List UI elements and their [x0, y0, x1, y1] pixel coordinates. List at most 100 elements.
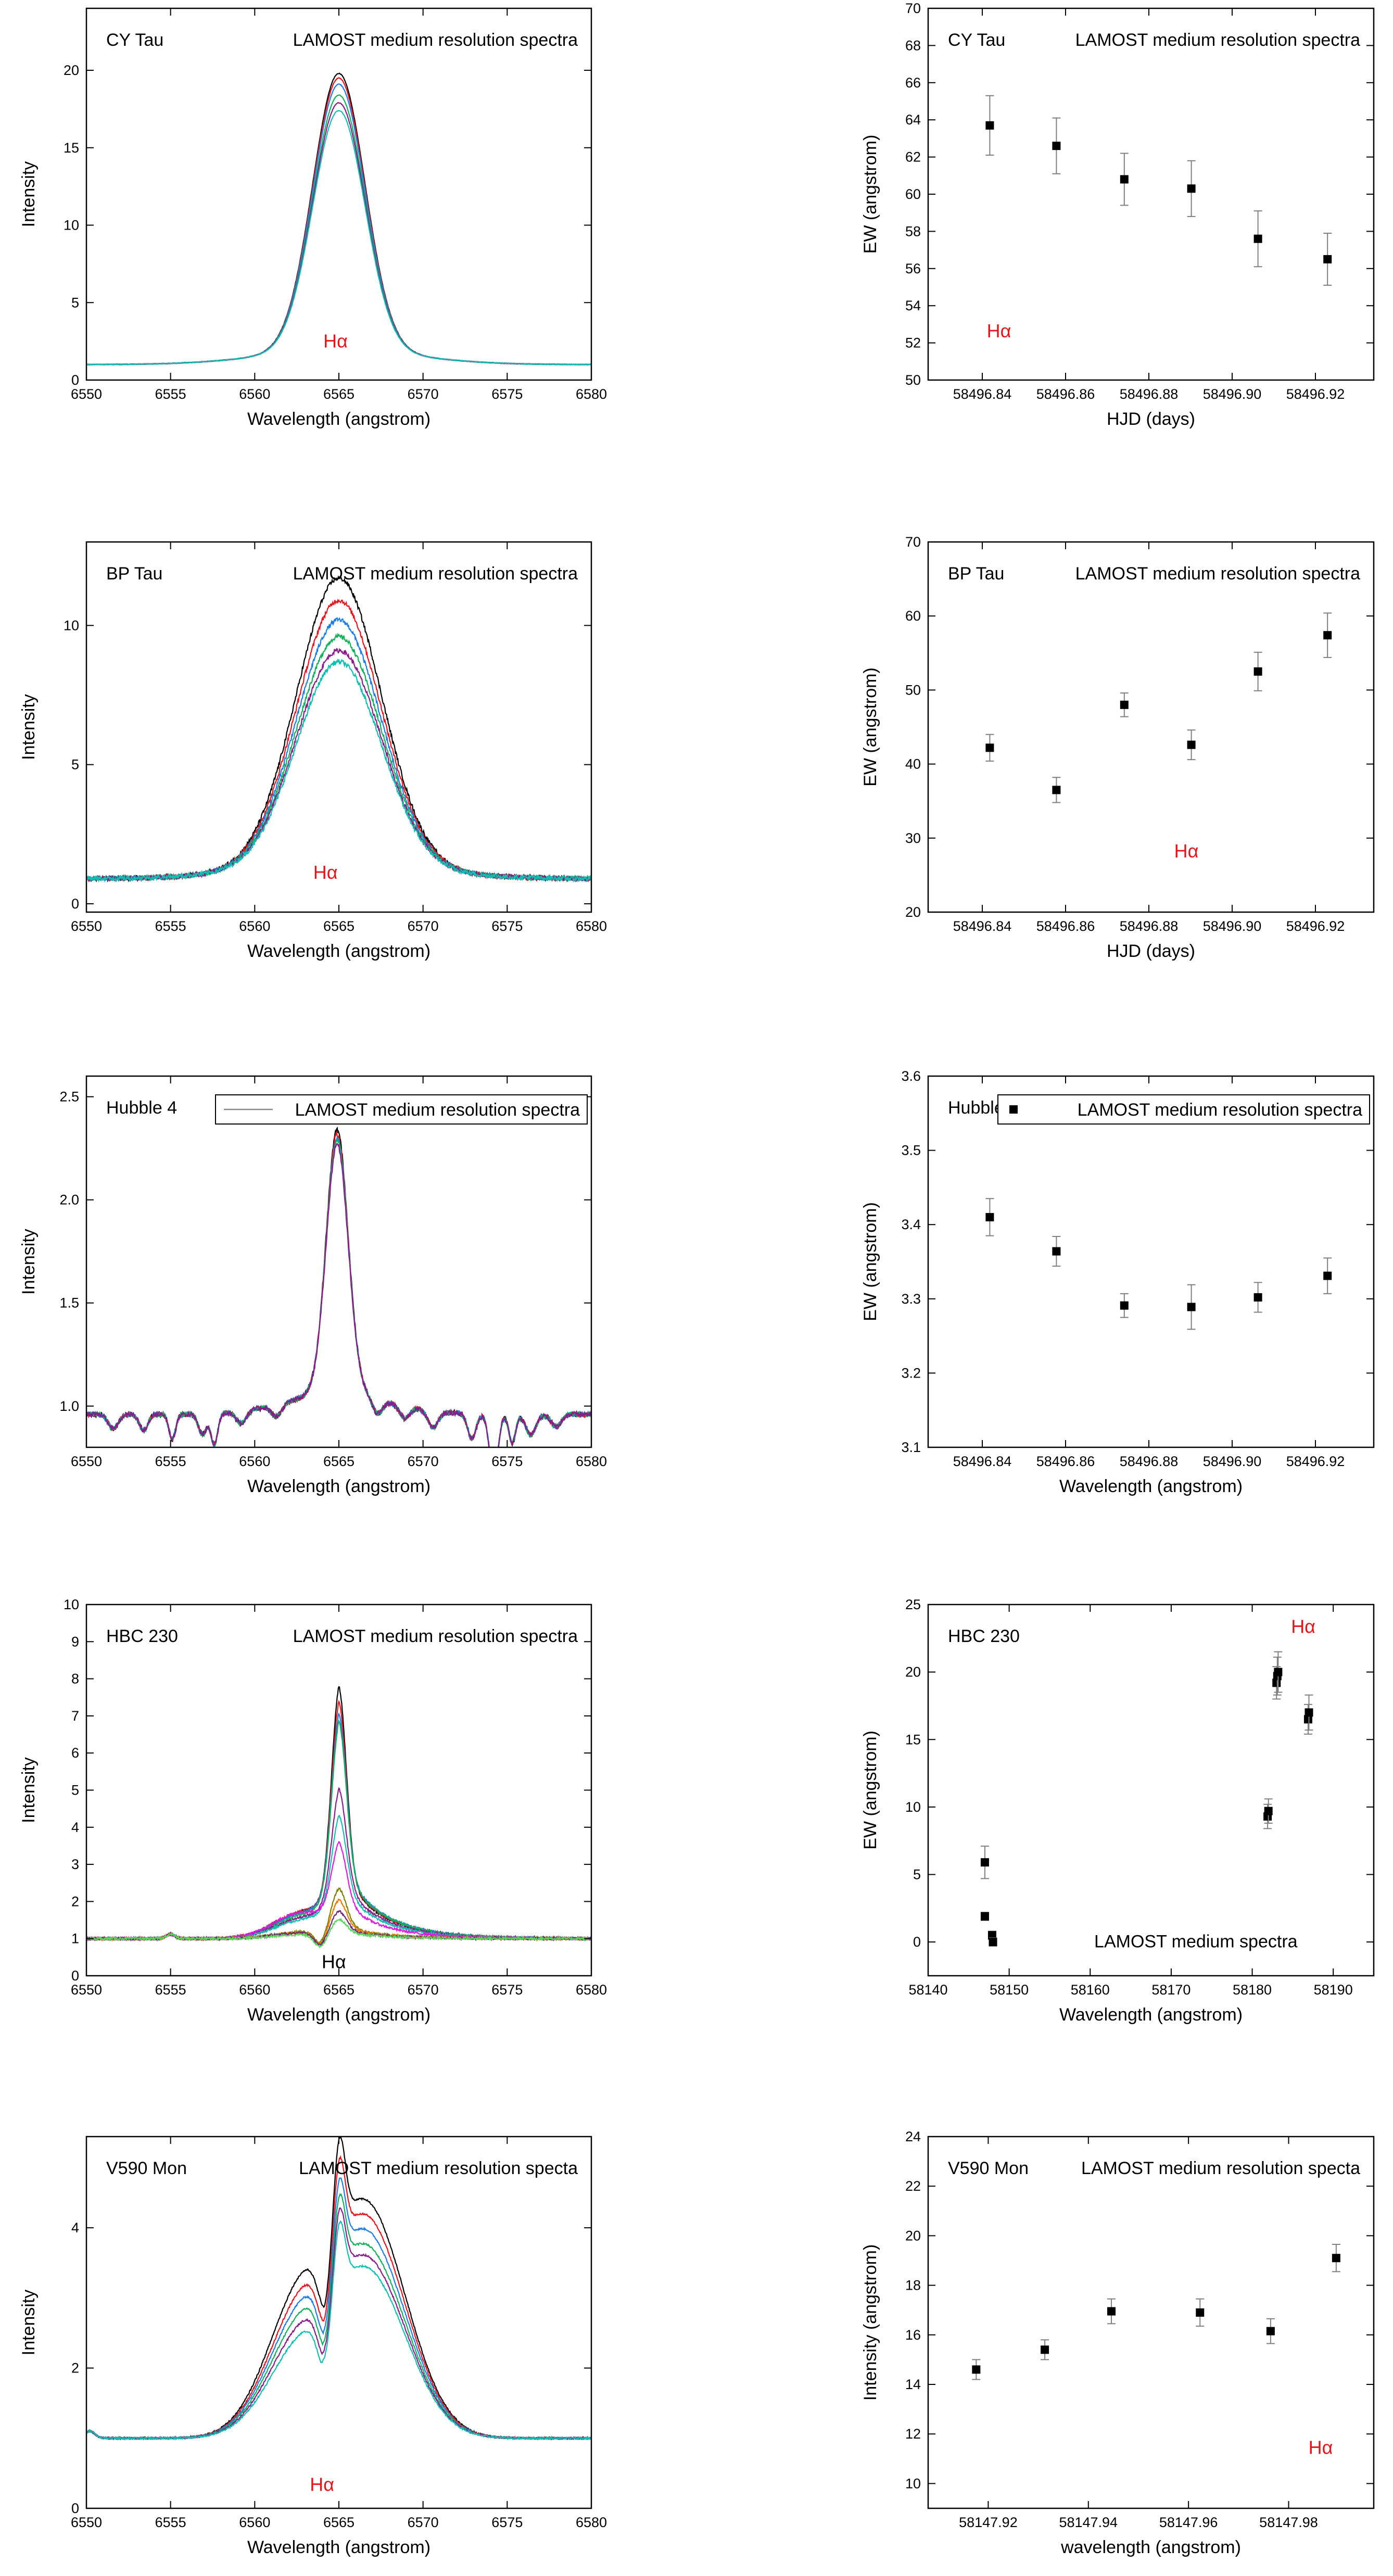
- x-tick-label: 58147.94: [1059, 2515, 1118, 2530]
- y-tick-label: 2.0: [59, 1192, 79, 1208]
- panel-subtitle: LAMOST medium resolution spectra: [293, 1626, 578, 1646]
- x-axis-label: HJD (days): [1107, 409, 1195, 429]
- h-alpha-label: Hα: [1309, 2436, 1333, 2458]
- spectrum-line-2: [86, 1699, 591, 1942]
- y-axis-label: Intensity: [19, 1757, 39, 1823]
- spectrum-line-1: [86, 1126, 591, 1447]
- y-tick-label: 20: [905, 1664, 921, 1680]
- x-tick-label: 6575: [491, 918, 523, 934]
- y-axis-label: Intensity: [19, 694, 39, 760]
- data-point-1: [985, 121, 994, 130]
- data-point-1: [985, 1213, 994, 1221]
- x-tick-label: 6565: [323, 1982, 354, 1998]
- x-tick-label: 58496.92: [1286, 1454, 1345, 1469]
- spectrum-line-3: [86, 1135, 591, 1447]
- y-tick-label: 0: [71, 896, 79, 912]
- spectrum-line-3: [86, 617, 591, 883]
- x-tick-label: 6550: [71, 1982, 102, 1998]
- y-tick-label: 12: [905, 2426, 921, 2442]
- data-point-6: [1323, 1271, 1332, 1280]
- panel-hbc-230-spectra: 6550 6555 6560 6565 6570 6575 6580 0 1 2 3 4 5 6 7 8 9 10…: [19, 1597, 607, 2025]
- y-tick-label: 2: [71, 2360, 79, 2376]
- x-axis-label: Wavelength (angstrom): [247, 941, 430, 961]
- x-axis-label: Wavelength (angstrom): [247, 1476, 430, 1496]
- h-alpha-label: Hα: [310, 2473, 334, 2495]
- data-point-2: [1052, 786, 1061, 794]
- x-tick-label: 58180: [1233, 1982, 1272, 1998]
- spectrum-line-11: [86, 1917, 591, 1949]
- y-tick-label: 30: [905, 830, 921, 846]
- y-axis-label: EW (angstrom): [860, 667, 880, 787]
- x-tick-label: 6575: [491, 1982, 523, 1998]
- y-tick-label: 3: [71, 1857, 79, 1872]
- h-alpha-label: Hα: [323, 331, 348, 352]
- y-tick-label: 64: [905, 112, 921, 128]
- y-tick-label: 3.4: [901, 1217, 921, 1232]
- x-tick-label: 58496.86: [1036, 1454, 1095, 1469]
- x-tick-label: 58170: [1151, 1982, 1191, 1998]
- spectrum-line-5: [86, 102, 591, 366]
- y-tick-label: 0: [71, 2501, 79, 2516]
- y-tick-label: 16: [905, 2327, 921, 2343]
- x-tick-label: 58496.90: [1203, 386, 1262, 402]
- spectrum-line-10: [86, 1910, 591, 1947]
- x-tick-label: 58150: [990, 1982, 1029, 1998]
- x-tick-label: 6560: [239, 1982, 270, 1998]
- x-axis-label: wavelength (angstrom): [1060, 2537, 1241, 2557]
- x-tick-label: 58496.84: [953, 918, 1012, 934]
- legend-box: [215, 1094, 588, 1125]
- x-tick-label: 58496.92: [1286, 918, 1345, 934]
- panel-subtitle: LAMOST medium resolution spectra: [293, 30, 578, 50]
- y-tick-label: 3.5: [901, 1143, 921, 1158]
- x-tick-label: 6580: [576, 2515, 607, 2530]
- y-tick-label: 50: [905, 372, 921, 388]
- y-tick-label: 2.5: [59, 1089, 79, 1105]
- x-tick-label: 58496.86: [1036, 386, 1095, 402]
- spectrum-line-4: [86, 1719, 591, 1941]
- data-point-10: [1303, 1715, 1312, 1724]
- spectra-group: [86, 1126, 591, 1447]
- data-point-11: [1305, 1708, 1313, 1717]
- x-tick-label: 58496.84: [953, 386, 1012, 402]
- y-axis-label: Intensity: [19, 1229, 39, 1295]
- panel-subtitle: LAMOST medium resolution spectra: [1075, 564, 1360, 584]
- x-tick-label: 58496.90: [1203, 1454, 1262, 1469]
- points-group: [985, 95, 1332, 286]
- panel-hubble-4-spectra: 6550 6555 6560 6565 6570 6575 6580 1.0 1.5 2.0 2.5…: [19, 1075, 607, 1496]
- spectrum-line-2: [86, 77, 591, 366]
- data-point-2: [1052, 142, 1061, 150]
- h-alpha-label: Hα: [313, 862, 338, 883]
- panel-hbc-230-ew: 58140 58150 58160 58170 58180 58190 0 5 10 15 20 25…: [860, 1597, 1375, 2025]
- panel-title: Hubble 4: [106, 1098, 177, 1118]
- spectra-group: [86, 575, 591, 883]
- y-tick-label: 1.0: [59, 1398, 79, 1414]
- spectrum-line-5: [86, 648, 591, 883]
- points-group: [985, 1198, 1332, 1330]
- data-point-4: [989, 1938, 997, 1947]
- panel-bp-tau-spectra: 6550 6555 6560 6565 6570 6575 6580 0 5 10 Waveleng…: [19, 541, 607, 961]
- panel-subtitle: LAMOST medium resolution spectra: [293, 564, 578, 584]
- spectrum-line-5: [86, 1142, 591, 1447]
- spectrum-line-4: [86, 1138, 591, 1447]
- y-tick-label: 9: [71, 1634, 79, 1649]
- y-tick-label: 58: [905, 223, 921, 239]
- spectrum-line-6: [86, 2220, 591, 2441]
- x-tick-label: 6550: [71, 2515, 102, 2530]
- y-tick-label: 2: [71, 1893, 79, 1909]
- data-point-2: [1052, 1247, 1061, 1256]
- y-axis-label: Intensity (angstrom): [860, 2244, 880, 2401]
- spectrum-line-5: [86, 1787, 591, 1942]
- x-axis-label: Wavelength (angstrom): [247, 2537, 430, 2557]
- y-tick-label: 8: [71, 1671, 79, 1687]
- y-tick-label: 10: [64, 218, 79, 233]
- x-tick-label: 58496.84: [953, 1454, 1012, 1469]
- data-point-2: [980, 1912, 989, 1921]
- y-tick-label: 68: [905, 37, 921, 53]
- y-tick-label: 18: [905, 2278, 921, 2293]
- y-tick-label: 60: [905, 608, 921, 624]
- y-tick-label: 6: [71, 1745, 79, 1761]
- x-tick-label: 58147.92: [959, 2515, 1018, 2530]
- y-tick-label: 5: [71, 757, 79, 773]
- panel-title: CY Tau: [106, 30, 163, 50]
